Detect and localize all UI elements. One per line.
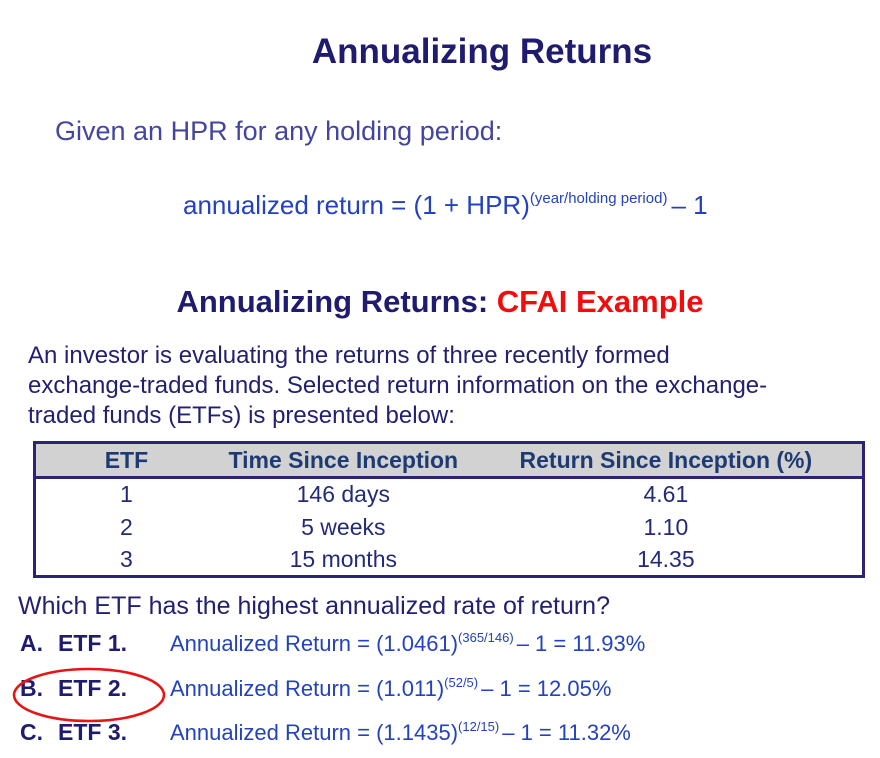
cell-time-1: 146 days [216, 477, 470, 511]
formula-tail: – 1 [671, 190, 708, 220]
annualized-return-formula: annualized return = (1 + HPR)(year/holdi… [183, 190, 708, 221]
table-header-row: ETF Time Since Inception Return Since In… [32, 441, 865, 479]
option-a-formula-base: Annualized Return = (1.0461) [170, 631, 459, 656]
cell-etf-3: 3 [34, 543, 217, 577]
option-c-letter: C. [20, 719, 43, 745]
option-a-result: – 1 = 11.93% [516, 631, 646, 656]
option-b-letter: B. [20, 675, 43, 701]
option-c-name: ETF 3. [58, 719, 128, 745]
option-b-formula-base: Annualized Return = (1.011) [170, 676, 445, 701]
option-c-label: C. ETF 3. [20, 719, 170, 746]
option-b-result: – 1 = 12.05% [481, 676, 612, 701]
header-etf: ETF [32, 441, 217, 479]
question-text: Which ETF has the highest annualized rat… [18, 592, 610, 620]
cell-etf-1: 1 [34, 477, 217, 511]
example-title-prefix: Annualizing Returns: [176, 284, 497, 319]
cell-etf-2: 2 [34, 510, 217, 544]
header-time-since-inception: Time Since Inception [216, 441, 470, 479]
option-a-exponent: (365/146) [458, 630, 514, 645]
table-row: 2 5 weeks 1.10 [34, 510, 864, 544]
option-b-label: B. ETF 2. [20, 675, 170, 702]
option-b-formula: Annualized Return = (1.011)(52/5) – 1 = 1… [170, 675, 612, 701]
option-c-result: – 1 = 11.32% [502, 720, 631, 745]
example-title: Annualizing Returns: CFAI Example [0, 284, 880, 320]
option-c: C. ETF 3. Annualized Return = (1.1435)(12/… [20, 719, 631, 746]
option-c-formula: Annualized Return = (1.1435)(12/15) – 1 =… [170, 719, 631, 745]
etf-table: ETF Time Since Inception Return Since In… [32, 441, 865, 578]
option-b-exponent: (52/5) [444, 675, 479, 690]
intro-paragraph: An investor is evaluating the returns of… [28, 342, 768, 429]
formula-base: annualized return = (1 + HPR) [183, 190, 530, 220]
header-return-since-inception: Return Since Inception (%) [469, 441, 865, 479]
cell-return-2: 1.10 [469, 510, 864, 544]
cell-return-1: 4.61 [469, 477, 864, 511]
option-a-letter: A. [20, 630, 43, 656]
cell-return-3: 14.35 [469, 543, 864, 577]
table-row: 3 15 months 14.35 [34, 543, 864, 577]
option-a-name: ETF 1. [58, 630, 128, 656]
option-c-formula-base: Annualized Return = (1.1435) [170, 720, 459, 745]
option-a: A. ETF 1. Annualized Return = (1.0461)(365… [20, 630, 645, 657]
cell-time-3: 15 months [216, 543, 470, 577]
table-row: 1 146 days 4.61 [34, 477, 864, 511]
option-a-formula: Annualized Return = (1.0461)(365/146) – 1… [170, 630, 646, 656]
option-b-name: ETF 2. [58, 675, 128, 701]
option-a-label: A. ETF 1. [20, 630, 170, 657]
intro-text: Given an HPR for any holding period: [55, 116, 503, 146]
page-title: Annualizing Returns [311, 32, 653, 71]
option-b: B. ETF 2. Annualized Return = (1.011)(52/5… [20, 675, 611, 702]
example-title-highlight: CFAI Example [496, 284, 704, 319]
formula-exponent: (year/holding period) [529, 190, 668, 207]
option-c-exponent: (12/15) [458, 719, 500, 734]
cell-time-2: 5 weeks [216, 510, 470, 544]
